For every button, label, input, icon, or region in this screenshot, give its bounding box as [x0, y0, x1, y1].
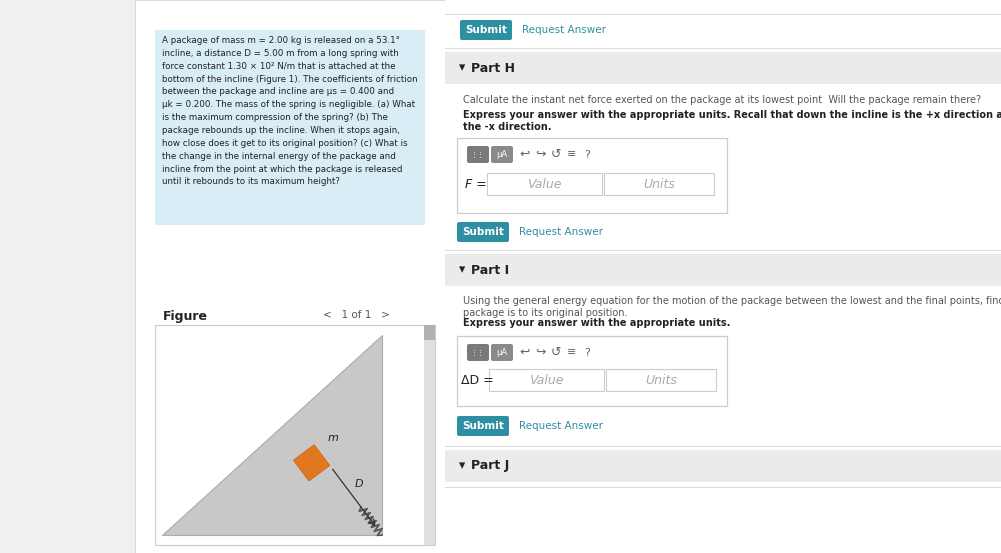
FancyBboxPatch shape	[604, 173, 714, 195]
FancyBboxPatch shape	[424, 325, 435, 545]
FancyBboxPatch shape	[445, 254, 1001, 286]
Text: Units: Units	[645, 373, 677, 387]
Text: ↩: ↩	[520, 148, 531, 161]
FancyBboxPatch shape	[487, 173, 602, 195]
Text: Value: Value	[527, 178, 562, 190]
Text: ↪: ↪	[536, 148, 547, 161]
FancyBboxPatch shape	[155, 325, 435, 545]
Text: Submit: Submit	[462, 421, 504, 431]
Text: Figure: Figure	[163, 310, 208, 323]
FancyBboxPatch shape	[491, 344, 513, 361]
Text: Express your answer with the appropriate units.: Express your answer with the appropriate…	[463, 318, 731, 328]
Text: Submit: Submit	[465, 25, 507, 35]
Text: ↩: ↩	[520, 346, 531, 359]
Text: ?: ?	[584, 347, 590, 357]
Text: m: m	[327, 433, 338, 443]
Text: ⋮⋮: ⋮⋮	[471, 349, 485, 356]
FancyBboxPatch shape	[445, 450, 1001, 482]
Text: ≡: ≡	[568, 347, 577, 357]
FancyBboxPatch shape	[489, 369, 604, 391]
FancyBboxPatch shape	[155, 30, 425, 225]
FancyBboxPatch shape	[445, 52, 1001, 84]
FancyBboxPatch shape	[445, 0, 1001, 553]
Text: Using the general energy equation for the motion of the package between the lowe: Using the general energy equation for th…	[463, 296, 1001, 317]
Text: ▾: ▾	[459, 263, 465, 276]
Text: Value: Value	[529, 373, 564, 387]
FancyBboxPatch shape	[457, 222, 509, 242]
FancyBboxPatch shape	[457, 336, 727, 406]
Text: ?: ?	[584, 149, 590, 159]
Text: μA: μA	[496, 348, 508, 357]
FancyBboxPatch shape	[457, 138, 727, 213]
Text: ↺: ↺	[551, 346, 562, 359]
Text: Units: Units	[643, 178, 675, 190]
FancyBboxPatch shape	[457, 416, 509, 436]
FancyBboxPatch shape	[606, 369, 716, 391]
Text: ▾: ▾	[459, 61, 465, 75]
Text: Submit: Submit	[462, 227, 504, 237]
Text: Part I: Part I	[471, 263, 510, 276]
FancyBboxPatch shape	[135, 0, 445, 553]
Text: ΔD =: ΔD =	[461, 373, 493, 387]
Text: Calculate the instant net force exerted on the package at its lowest point  Will: Calculate the instant net force exerted …	[463, 95, 981, 105]
FancyBboxPatch shape	[424, 325, 435, 340]
FancyBboxPatch shape	[460, 20, 512, 40]
Text: ⋮⋮: ⋮⋮	[471, 152, 485, 158]
Text: ↺: ↺	[551, 148, 562, 161]
FancyBboxPatch shape	[467, 344, 489, 361]
Text: F =: F =	[465, 178, 486, 190]
Polygon shape	[293, 445, 329, 481]
Text: Request Answer: Request Answer	[522, 25, 606, 35]
Text: ▾: ▾	[459, 460, 465, 472]
Text: μA: μA	[496, 150, 508, 159]
Text: Part H: Part H	[471, 61, 515, 75]
FancyBboxPatch shape	[491, 146, 513, 163]
Text: Express your answer with the appropriate units. Recall that down the incline is : Express your answer with the appropriate…	[463, 110, 1001, 132]
Text: ↪: ↪	[536, 346, 547, 359]
Text: <   1 of 1   >: < 1 of 1 >	[323, 310, 390, 320]
Text: Part J: Part J	[471, 460, 510, 472]
Text: D: D	[354, 479, 363, 489]
Text: Request Answer: Request Answer	[519, 421, 603, 431]
Text: A package of mass m = 2.00 kg is released on a 53.1°
incline, a distance D = 5.0: A package of mass m = 2.00 kg is release…	[162, 36, 417, 186]
Text: Request Answer: Request Answer	[519, 227, 603, 237]
Text: ≡: ≡	[568, 149, 577, 159]
FancyBboxPatch shape	[467, 146, 489, 163]
Polygon shape	[162, 335, 382, 535]
